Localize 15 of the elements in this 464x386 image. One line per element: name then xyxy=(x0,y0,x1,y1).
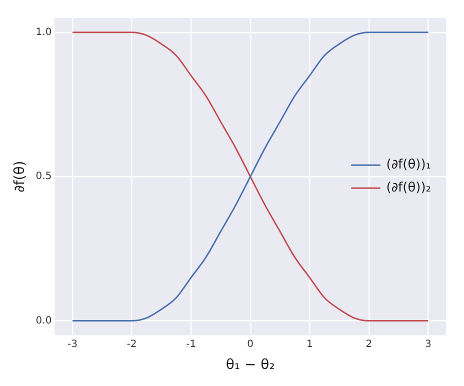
x-axis-title: θ₁ − θ₂ xyxy=(226,357,275,374)
y-axis-title: ∂f(θ) xyxy=(12,160,28,192)
x-tick-label: 2 xyxy=(366,338,372,350)
x-tick-label: -3 xyxy=(67,338,78,350)
x-tick-label: 0 xyxy=(247,338,254,350)
legend-label: (∂f(θ))₂ xyxy=(386,180,432,196)
legend-label: (∂f(θ))₁ xyxy=(386,157,432,172)
x-tick-label: 3 xyxy=(425,338,432,350)
y-tick-label: 0.5 xyxy=(36,171,52,182)
x-tick-label: -2 xyxy=(126,338,137,350)
y-tick-label: 1.0 xyxy=(36,27,52,38)
y-tick-label: 0.0 xyxy=(36,315,52,326)
x-tick-label: 1 xyxy=(306,338,313,350)
line-series xyxy=(72,32,429,322)
x-tick-label: -1 xyxy=(186,338,196,350)
